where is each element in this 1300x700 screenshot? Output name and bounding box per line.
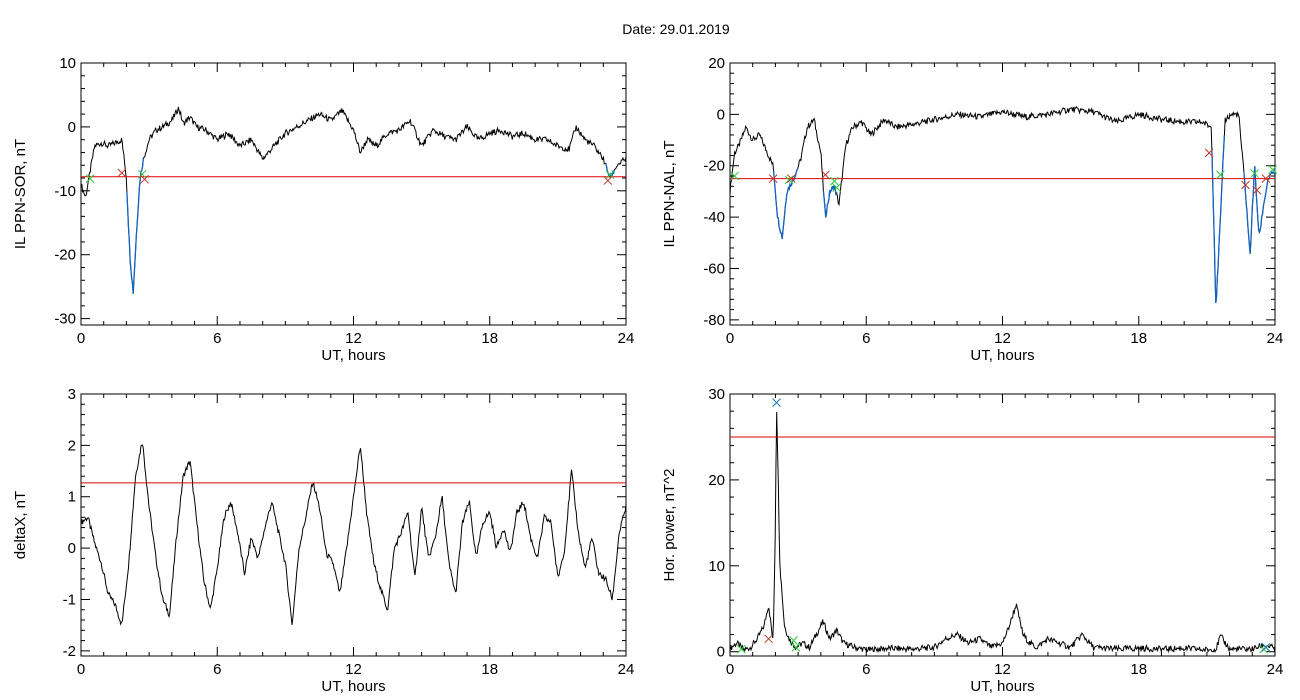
y-tick-label: 10: [59, 55, 76, 72]
y-axis-label: Hor. power, nT^2: [661, 469, 678, 582]
y-tick-label: -2: [63, 643, 76, 660]
x-tick-label: 18: [1130, 330, 1147, 347]
x-tick-label: 0: [726, 330, 734, 347]
x-axis-label: UT, hours: [321, 347, 385, 364]
y-tick-label: -20: [54, 247, 76, 264]
x-tick-label: 18: [481, 661, 498, 678]
x-tick-label: 12: [345, 661, 362, 678]
marker-start: [830, 176, 839, 186]
y-tick-label: -80: [703, 312, 725, 329]
marker-start: [832, 183, 842, 192]
x-axis-label: UT, hours: [321, 678, 385, 695]
x-axis-label: UT, hours: [970, 347, 1034, 364]
highlight-segment: [1243, 166, 1276, 254]
x-tick-label: 24: [1267, 661, 1284, 678]
highlight-segment: [605, 163, 615, 179]
y-tick-label: 0: [68, 540, 76, 557]
y-tick-label: -40: [703, 209, 725, 226]
marker-end: [786, 174, 796, 183]
plot-frame: [80, 393, 627, 657]
y-tick-label: -10: [54, 183, 76, 200]
marker-end: [821, 170, 830, 180]
x-tick-label: 6: [213, 661, 221, 678]
marker-start: [1216, 170, 1225, 180]
marker-end: [768, 174, 778, 183]
y-tick-label: -60: [703, 260, 725, 277]
marker-end: [603, 176, 613, 185]
plot-frame: [729, 62, 1276, 326]
data-series-line: [729, 411, 1276, 654]
highlight-segment: [126, 158, 144, 294]
y-tick-label: 1: [68, 489, 76, 506]
y-tick-label: 2: [68, 437, 76, 454]
x-tick-label: 18: [1130, 661, 1147, 678]
x-tick-label: 18: [481, 330, 498, 347]
y-tick-label: -20: [703, 158, 725, 175]
x-tick-label: 6: [862, 330, 870, 347]
marker-start: [1250, 169, 1259, 178]
x-axis-label: UT, hours: [970, 678, 1034, 695]
data-series-line: [80, 106, 627, 294]
y-tick-label: 20: [708, 55, 725, 72]
x-tick-label: 0: [77, 330, 85, 347]
marker-start: [784, 175, 794, 185]
marker-end: [1252, 185, 1262, 195]
marker-start: [791, 643, 801, 652]
x-tick-label: 24: [1267, 330, 1284, 347]
highlight-segment: [1211, 135, 1226, 304]
x-tick-label: 24: [618, 330, 635, 347]
y-axis-label: deltaX, nT: [12, 491, 29, 559]
y-tick-label: 0: [717, 106, 725, 123]
x-tick-label: 6: [862, 661, 870, 678]
y-tick-label: 10: [708, 558, 725, 575]
data-series-line: [729, 105, 1276, 304]
marker-start: [85, 174, 95, 184]
x-tick-label: 12: [994, 330, 1011, 347]
marker-end: [1261, 174, 1271, 183]
marker-start: [1268, 165, 1278, 174]
plot-frame: [729, 393, 1276, 657]
marker-end: [117, 168, 127, 178]
highlight-segment: [822, 184, 838, 218]
plot-frame: [80, 62, 627, 326]
figure-title: Date: 29.01.2019: [622, 21, 730, 37]
marker-start: [789, 636, 798, 645]
x-tick-label: 0: [726, 661, 734, 678]
marker-peak: [1261, 643, 1271, 652]
y-tick-label: 3: [68, 386, 76, 403]
panel-1: 0 6 12 18 24 -30 -20 -10 0 10 UT, hours IL PPN-SOR,…: [12, 55, 634, 364]
y-tick-label: 0: [717, 644, 725, 661]
y-axis-label: IL PPN-NAL, nT: [661, 141, 678, 248]
y-axis-label: IL PPN-SOR, nT: [12, 139, 29, 249]
marker-end: [1204, 148, 1214, 158]
marker-end: [140, 174, 149, 184]
x-tick-label: 12: [345, 330, 362, 347]
marker-start: [137, 169, 147, 179]
y-tick-label: -1: [63, 591, 76, 608]
y-tick-label: 30: [708, 386, 725, 403]
x-tick-label: 24: [618, 661, 635, 678]
marker-end: [1241, 180, 1250, 190]
panel-4: 0 6 12 18 24 0 10 20 30 UT, hours Hor. power, nT^2: [661, 386, 1283, 695]
y-tick-label: 0: [68, 119, 76, 136]
x-tick-label: 0: [77, 661, 85, 678]
data-series-line: [80, 444, 627, 626]
marker-start: [730, 171, 739, 181]
marker-start: [737, 644, 746, 654]
marker-end: [764, 634, 773, 644]
y-tick-label: -30: [54, 311, 76, 328]
marker-start: [605, 170, 615, 180]
x-tick-label: 6: [213, 330, 221, 347]
y-tick-label: 20: [708, 472, 725, 489]
marker-peak: [772, 398, 781, 407]
x-tick-label: 12: [994, 661, 1011, 678]
panel-2: 0 6 12 18 24 -80 -60 -40 -20 0 20 UT, hours IL PPN-N…: [661, 55, 1283, 364]
